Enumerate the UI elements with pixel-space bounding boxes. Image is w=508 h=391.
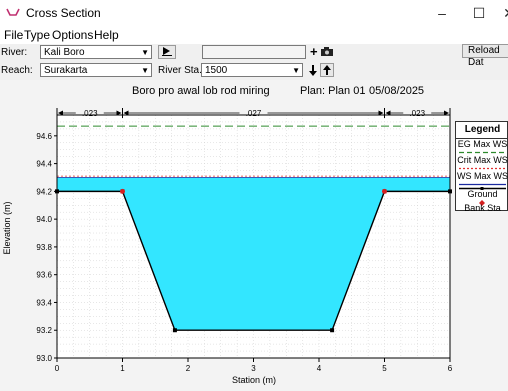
- river-sta-select[interactable]: 1500 ▼: [201, 63, 303, 77]
- legend-crit: Crit Max WS: [457, 155, 508, 165]
- title-bar: Cross Section – ☐ ✕: [0, 0, 508, 26]
- y-tick-label: 94.0: [36, 215, 52, 224]
- minimize-button[interactable]: –: [438, 5, 446, 21]
- legend-crit-swatch: [459, 167, 506, 170]
- cross-section-chart: 0 1 2 3 4 5 6 93.0 93.2 93.4 93.6 93.8 94.0 94.2 94.4 9…: [2, 108, 453, 385]
- toolbar: River: Kali Boro ▼ + Reload Dat Reach: S…: [0, 44, 508, 80]
- y-axis-label: Elevation (m): [2, 201, 12, 254]
- plot-plan: Plan: Plan 01: [300, 85, 366, 97]
- add-icon[interactable]: +: [310, 44, 318, 59]
- arrow-head-icon: [378, 110, 384, 116]
- legend-bank: Bank Sta: [464, 203, 501, 213]
- arrow-head-icon: [116, 110, 122, 116]
- chevron-down-icon: ▼: [141, 66, 149, 75]
- manning-n-label: .023: [82, 109, 98, 118]
- y-tick-label: 93.4: [36, 298, 52, 307]
- chevron-down-icon: ▼: [141, 48, 149, 57]
- plot-date: 05/08/2025: [369, 85, 425, 97]
- y-tick-label: 93.0: [36, 354, 52, 363]
- legend-ws-swatch: [459, 183, 506, 186]
- up-arrow-icon: [323, 65, 331, 75]
- arrow-head-icon: [58, 110, 63, 116]
- x-tick-label: 1: [120, 364, 125, 373]
- down-arrow-icon[interactable]: [308, 64, 318, 77]
- window-title: Cross Section: [26, 6, 101, 20]
- reload-data-button[interactable]: Reload Dat: [462, 44, 508, 68]
- legend-ground-swatch: [459, 187, 506, 190]
- close-button[interactable]: ✕: [494, 3, 508, 23]
- river-sta-value: 1500: [205, 65, 228, 76]
- menu-file[interactable]: File: [4, 28, 24, 42]
- legend-title: Legend: [464, 124, 501, 135]
- camera-icon[interactable]: [320, 46, 334, 57]
- legend-eg-swatch: [459, 151, 506, 154]
- manning-n-label: .027: [246, 109, 262, 118]
- menu-bar: File Type Options Help: [0, 26, 508, 44]
- extra-field[interactable]: [202, 45, 306, 59]
- y-tick-label: 94.2: [36, 187, 52, 196]
- legend-ground: Ground: [467, 189, 498, 199]
- reach-label: Reach:: [1, 65, 33, 76]
- manning-n-label: .023: [409, 109, 425, 118]
- play-icon: [162, 47, 172, 56]
- arrow-head-icon: [385, 110, 391, 116]
- river-select[interactable]: Kali Boro ▼: [40, 45, 152, 59]
- ground-line: [57, 190, 450, 331]
- legend-ws: WS Max WS: [457, 171, 508, 181]
- y-tick-label: 93.6: [36, 271, 52, 280]
- x-tick-label: 4: [317, 364, 322, 373]
- river-label: River:: [1, 47, 28, 58]
- bank-station-marker: [382, 188, 387, 194]
- legend-eg: EG Max WS: [457, 139, 508, 149]
- river-value: Kali Boro: [44, 47, 85, 58]
- y-tick-label: 93.2: [36, 326, 52, 335]
- legend-bank-swatch: [479, 200, 485, 206]
- y-tick-label: 94.4: [36, 160, 52, 169]
- y-tick-label: 94.6: [36, 132, 52, 141]
- ground-point: [330, 328, 335, 333]
- arrow-head-icon: [123, 110, 129, 116]
- arrow-head-icon: [444, 110, 449, 116]
- cross-section-icon: [6, 8, 20, 16]
- plot-title: Boro pro awal lob rod miring: [132, 85, 270, 97]
- chevron-down-icon: ▼: [292, 66, 300, 75]
- x-tick-label: 2: [186, 364, 191, 373]
- water-area: [57, 177, 450, 331]
- menu-help[interactable]: Help: [94, 28, 119, 42]
- maximize-button[interactable]: ☐: [472, 5, 486, 21]
- x-tick-label: 3: [251, 364, 256, 373]
- reach-select[interactable]: Surakarta ▼: [40, 63, 152, 77]
- x-tick-label: 0: [55, 364, 60, 373]
- menu-type[interactable]: Type: [24, 28, 51, 42]
- x-tick-label: 6: [448, 364, 453, 373]
- bank-station-marker: [120, 188, 125, 194]
- next-river-button[interactable]: [158, 45, 176, 59]
- reach-value: Surakarta: [44, 65, 88, 76]
- legend: Legend EG Max WS Crit Max WS WS Max WS G…: [455, 121, 508, 213]
- ground-point: [172, 328, 177, 333]
- menu-options[interactable]: Options: [52, 28, 94, 42]
- up-arrow-button[interactable]: [320, 63, 334, 77]
- x-axis-label: Station (m): [232, 375, 276, 385]
- x-tick-label: 5: [382, 364, 387, 373]
- y-tick-label: 93.8: [36, 243, 52, 252]
- river-sta-label: River Sta.:: [158, 65, 205, 76]
